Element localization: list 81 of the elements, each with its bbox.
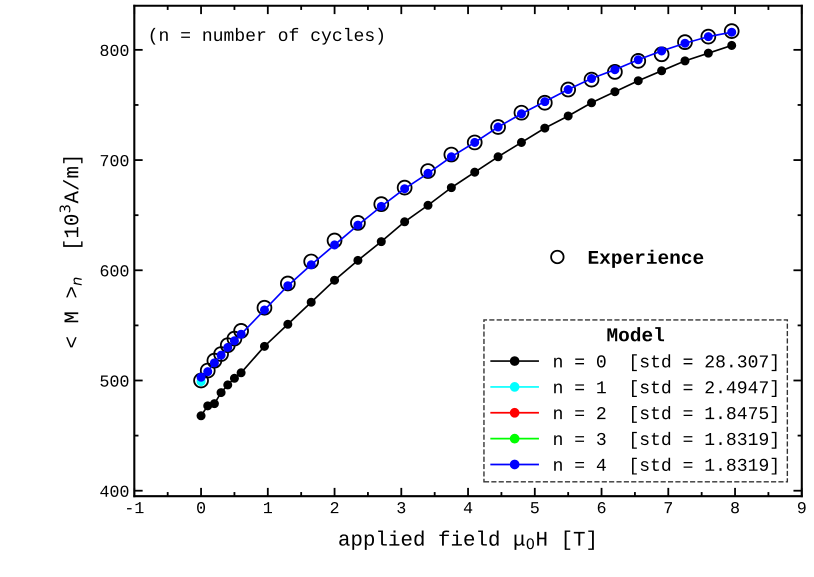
- point: [536, 94, 553, 111]
- point: [654, 46, 670, 62]
- point: [396, 180, 412, 196]
- y-tick-label: 800: [100, 44, 128, 56]
- point: [256, 300, 272, 316]
- point: [587, 98, 596, 108]
- point: [657, 66, 666, 76]
- point: [700, 28, 716, 44]
- y-tick-label: 400: [100, 486, 128, 497]
- point: [223, 380, 232, 390]
- point: [540, 124, 550, 133]
- point: [226, 330, 242, 346]
- x-tick-label: 0: [197, 502, 206, 514]
- point: [607, 64, 623, 80]
- point: [200, 362, 216, 378]
- point: [280, 276, 296, 292]
- point: [220, 337, 236, 354]
- annotation: (n = number of cycles): [150, 28, 383, 45]
- point: [634, 76, 643, 86]
- point: [584, 72, 600, 88]
- x-tick-label: 9: [798, 502, 806, 514]
- point: [564, 111, 573, 120]
- point: [400, 217, 410, 226]
- point: [230, 374, 239, 383]
- point: [210, 399, 219, 408]
- y-tick-label: 500: [100, 375, 128, 387]
- point: [470, 168, 480, 177]
- legend-label: n = 1 [std = 2.4947]: [554, 380, 776, 397]
- x-tick-label: -1: [127, 502, 144, 514]
- legend-label: n = 2 [std = 1.8475]: [554, 406, 776, 423]
- x-axis-title: applied field μ$_{0}$H [T]: [339, 530, 594, 550]
- x-tick-label: 6: [598, 502, 606, 514]
- legend-label: n = 0 [std = 28.307]: [554, 354, 776, 372]
- point: [206, 352, 222, 369]
- point: [560, 82, 576, 98]
- point: [423, 200, 433, 210]
- x-tick-label: 1: [264, 502, 272, 514]
- point: [216, 388, 226, 398]
- point: [196, 411, 206, 420]
- x-tick-label: 4: [464, 502, 472, 514]
- point: [376, 237, 386, 246]
- x-tick-label: 3: [397, 502, 406, 514]
- point: [350, 215, 366, 231]
- legend-title: Model: [607, 327, 664, 342]
- point: [516, 138, 526, 147]
- point: [306, 298, 316, 307]
- point: [514, 104, 530, 121]
- point: [353, 256, 362, 265]
- point: [330, 276, 340, 285]
- point: [490, 119, 506, 135]
- legend-label: n = 4 [std = 1.8319]: [554, 458, 776, 475]
- point: [446, 183, 456, 192]
- point: [233, 323, 249, 339]
- point: [704, 48, 713, 58]
- x-tick-label: 2: [330, 502, 338, 514]
- point: [420, 163, 436, 179]
- point: [724, 23, 740, 39]
- x-tick-label: 8: [731, 502, 739, 514]
- point: [680, 56, 690, 66]
- point: [610, 87, 620, 96]
- point: [193, 372, 209, 388]
- point: [213, 346, 229, 362]
- point: [494, 152, 503, 162]
- legend-label: Experience: [588, 250, 704, 268]
- point: [466, 134, 483, 150]
- point: [283, 320, 292, 329]
- point: [444, 146, 460, 162]
- point: [727, 40, 736, 50]
- text: < M >$_{n}$ [10$^{3}$A/m]: [59, 158, 83, 348]
- point: [373, 196, 390, 212]
- legend-label: n = 3 [std = 1.8319]: [554, 432, 776, 449]
- point: [630, 53, 646, 69]
- x-tick-label: 5: [530, 502, 539, 514]
- point: [303, 254, 320, 270]
- point: [326, 232, 342, 248]
- point: [260, 342, 269, 351]
- y-tick-label: 700: [100, 154, 128, 166]
- y-tick-label: 600: [100, 265, 128, 276]
- point: [677, 34, 693, 50]
- x-tick-label: 7: [664, 502, 672, 514]
- point: [236, 368, 246, 378]
